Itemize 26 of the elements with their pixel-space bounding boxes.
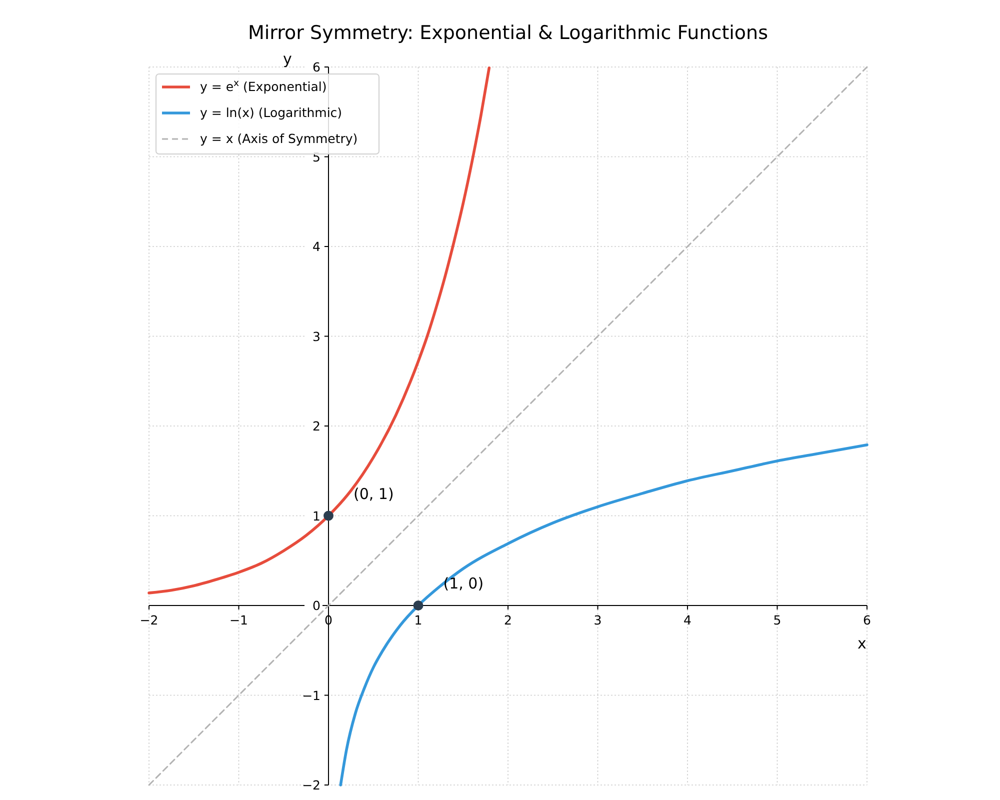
y-tick-label: 5	[312, 149, 320, 164]
y-tick-label: 0	[312, 598, 321, 613]
x-tick-label: −1	[230, 612, 248, 628]
x-tick-label: 6	[863, 612, 872, 628]
annotation: (1, 0)	[443, 574, 484, 592]
legend-label: y = x (Axis of Symmetry)	[200, 131, 358, 146]
legend-label: y = ln(x) (Logarithmic)	[200, 105, 342, 120]
x-tick-label: 5	[773, 612, 782, 628]
x-tick-label: 4	[684, 612, 692, 628]
x-tick-label: 2	[504, 612, 512, 628]
x-axis-title: x	[858, 634, 867, 652]
line-series	[339, 443, 868, 786]
y-axis-title: y	[283, 50, 292, 68]
y-tick-label: 2	[312, 418, 320, 434]
x-tick-label: 1	[414, 612, 422, 628]
y-tick-label: −2	[302, 778, 320, 792]
y-tick-label: 1	[312, 508, 320, 524]
x-tick-label: −2	[140, 612, 158, 628]
x-tick-label: 3	[594, 612, 602, 628]
y-tick-label: 3	[312, 328, 320, 344]
chart-title: Mirror Symmetry: Exponential & Logarithmic Functions	[248, 22, 768, 44]
y-tick-label: −1	[302, 688, 320, 703]
legend-label: y = e$^{x}$ (Exponential)	[200, 78, 327, 94]
y-tick-label: 4	[312, 239, 321, 254]
y-tick-label: 6	[312, 60, 321, 74]
annotation: (0, 1)	[354, 484, 394, 503]
